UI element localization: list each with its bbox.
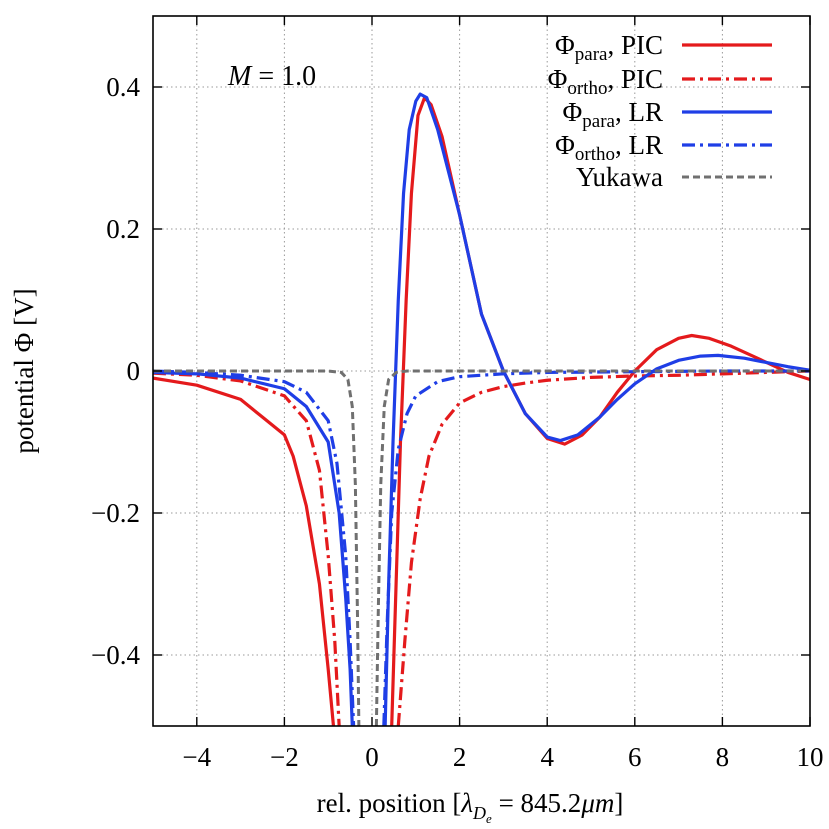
x-axis-label: rel. position [λDe = 845.2μm]: [317, 788, 624, 826]
series-line-4: [153, 369, 810, 726]
legend-label: Φpara, LR: [563, 97, 663, 132]
x-tick-label: 2: [453, 742, 467, 772]
x-tick-label: −4: [182, 742, 211, 772]
legend-label: Φpara, PIC: [555, 30, 663, 65]
ticks: −4 −2 0 2 4 6 8 10 −0.4 −0.2 0 0.2 0.4: [91, 16, 824, 772]
y-tick-label: −0.4: [91, 640, 140, 670]
grid: [153, 16, 810, 726]
annotation-m: M = 1.0: [227, 61, 316, 92]
x-tick-label: 6: [628, 742, 642, 772]
legend-label: Yukawa: [576, 162, 663, 192]
y-tick-label: 0: [127, 356, 141, 386]
legend-label: Φortho, LR: [555, 130, 663, 165]
y-axis-label: potential Φ [V]: [9, 288, 39, 453]
series-line-2: [153, 92, 810, 726]
y-tick-label: −0.2: [91, 498, 140, 528]
series-line-3: [153, 369, 810, 726]
x-tick-label: 4: [540, 742, 554, 772]
series-line-1: [153, 369, 810, 726]
series-line-0: [153, 96, 810, 726]
y-tick-label: 0.4: [106, 72, 140, 102]
x-tick-label: 10: [797, 742, 824, 772]
legend-label: Φortho, PIC: [548, 64, 663, 99]
x-tick-label: 0: [365, 742, 379, 772]
x-tick-label: −2: [270, 742, 299, 772]
x-tick-label: 8: [716, 742, 730, 772]
y-tick-label: 0.2: [106, 214, 140, 244]
series-layer: [153, 92, 810, 726]
